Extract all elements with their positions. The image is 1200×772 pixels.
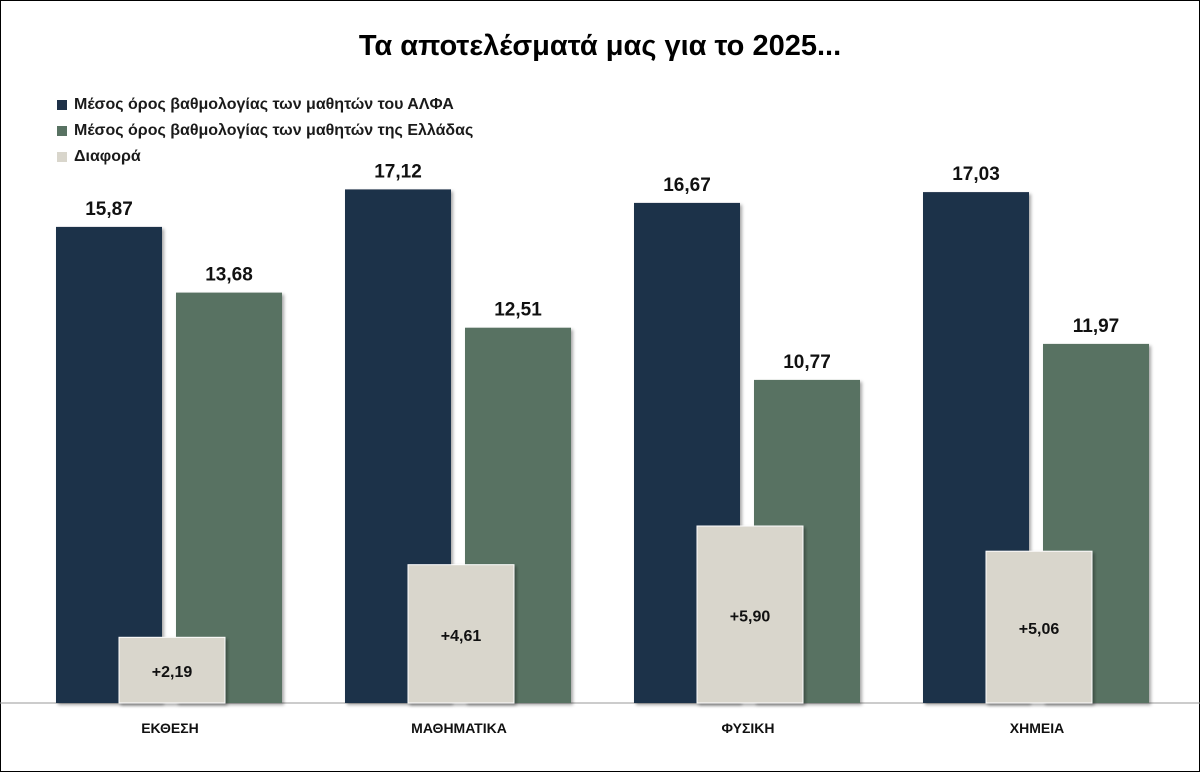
data-label-greece-mathimatika: 12,51 <box>494 300 542 321</box>
data-label-greece-fysiki: 10,77 <box>783 352 831 373</box>
data-label-greece-ximeia: 11,97 <box>1073 316 1120 337</box>
bar-difference-ximeia <box>985 550 1093 704</box>
bar-difference-ekthesi <box>118 636 226 704</box>
data-label-difference-mathimatika: +4,61 <box>441 628 482 645</box>
data-label-difference-fysiki: +5,90 <box>730 609 771 626</box>
data-label-alfa-fysiki: 16,67 <box>663 175 711 196</box>
legend-label-difference: Διαφορά <box>74 148 141 165</box>
legend-item-alfa: Μέσος όρος βαθμολογίας των μαθητών του Α… <box>57 92 473 118</box>
x-tick-label-mathimatika: ΜΑΘΗΜΑΤΙΚΑ <box>411 720 507 736</box>
data-label-alfa-mathimatika: 17,12 <box>374 161 422 182</box>
bar-alfa-ekthesi <box>56 226 162 703</box>
data-label-alfa-ximeia: 17,03 <box>952 164 1000 185</box>
bar-greece-ekthesi <box>176 292 282 703</box>
data-label-alfa-ekthesi: 15,87 <box>85 199 133 220</box>
legend-swatch-alfa <box>57 100 67 110</box>
x-tick-label-ximeia: ΧΗΜΕΙΑ <box>1010 720 1064 736</box>
legend-label-alfa: Μέσος όρος βαθμολογίας των μαθητών του Α… <box>74 96 454 113</box>
legend-swatch-greece <box>57 126 67 136</box>
chart-legend: Μέσος όρος βαθμολογίας των μαθητών του Α… <box>57 92 473 170</box>
x-tick-label-ekthesi: ΕΚΘΕΣΗ <box>141 720 199 736</box>
legend-label-greece: Μέσος όρος βαθμολογίας των μαθητών της Ε… <box>74 122 474 139</box>
bar-difference-fysiki <box>696 525 804 704</box>
data-label-difference-ximeia: +5,06 <box>1019 621 1060 638</box>
legend-item-difference: Διαφορά <box>57 144 473 170</box>
bar-difference-mathimatika <box>407 564 515 704</box>
x-tick-label-fysiki: ΦΥΣΙΚΗ <box>722 720 775 736</box>
data-label-difference-ekthesi: +2,19 <box>152 664 193 681</box>
chart-title: Τα αποτελέσματά μας για το 2025... <box>358 30 842 62</box>
legend-item-greece: Μέσος όρος βαθμολογίας των μαθητών της Ε… <box>57 118 473 144</box>
legend-swatch-difference <box>57 152 67 162</box>
data-label-greece-ekthesi: 13,68 <box>205 265 253 286</box>
